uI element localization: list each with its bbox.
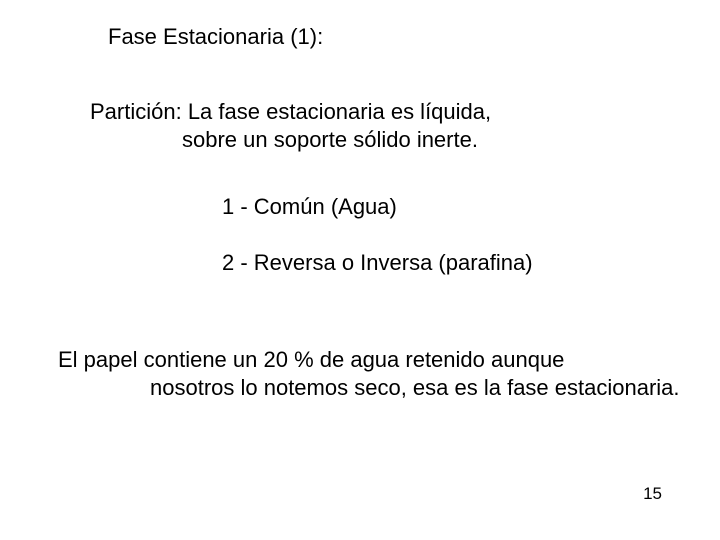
- slide: Fase Estacionaria (1): Partición: La fas…: [0, 0, 720, 540]
- paragraph-line-1: El papel contiene un 20 % de agua reteni…: [58, 346, 680, 374]
- particion-block: Partición: La fase estacionaria es líqui…: [90, 98, 491, 153]
- list-item-2: 2 - Reversa o Inversa (parafina): [222, 250, 533, 276]
- list-item-1: 1 - Común (Agua): [222, 194, 397, 220]
- particion-line-2: sobre un soporte sólido inerte.: [90, 126, 491, 154]
- slide-title: Fase Estacionaria (1):: [108, 24, 323, 50]
- page-number: 15: [643, 484, 662, 504]
- body-paragraph: El papel contiene un 20 % de agua reteni…: [58, 346, 680, 401]
- paragraph-line-2: nosotros lo notemos seco, esa es la fase…: [58, 374, 680, 402]
- particion-line-1: Partición: La fase estacionaria es líqui…: [90, 98, 491, 126]
